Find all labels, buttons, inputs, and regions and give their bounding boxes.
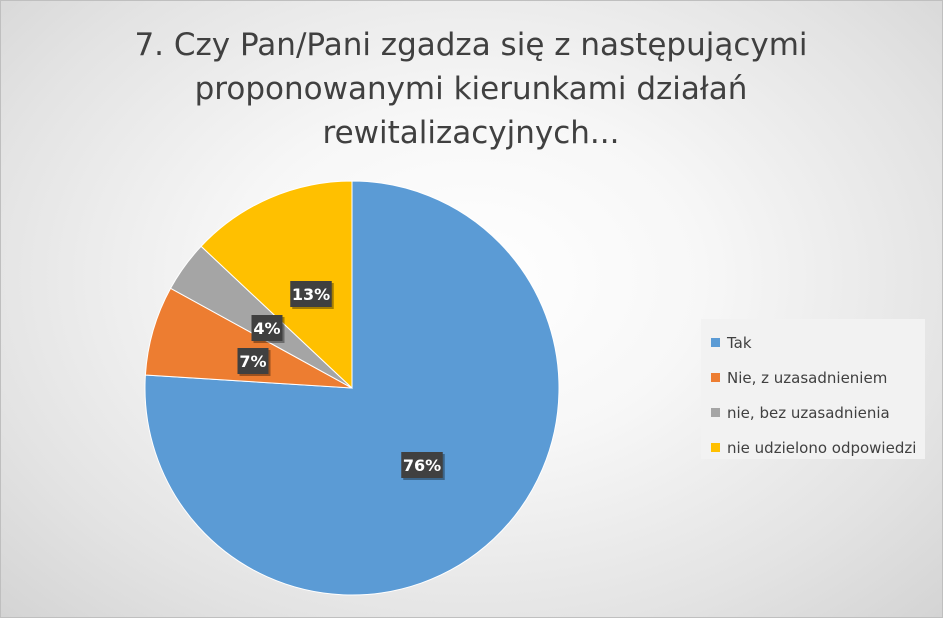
data-label-box [401,452,443,478]
data-label-box [251,315,283,341]
chart-title-line-3: rewitalizacyjnych... [322,115,620,151]
data-label-box [237,348,269,374]
legend-label-tak: Tak [727,333,752,352]
pie-slice-nie-udzielono-odpowiedzi[interactable] [200,180,353,390]
data-label-nie-udzielono-odpowiedzi: 13% [290,281,334,309]
data-label-box [290,281,332,307]
data-label-text: 13% [292,285,330,304]
pie-data-labels: 76% 7% 4% 13% [237,281,445,480]
data-label-text: 7% [239,352,266,371]
pie-slice-tak[interactable] [144,180,560,596]
data-label-nie-bez-uzasadnienia: 4% [251,315,285,343]
legend-swatch-nie-udzielono-odpowiedzi [711,443,720,452]
legend-label-nie-bez-uzasadnienia: nie, bez uzasadnienia [727,403,890,422]
legend: Tak Nie, z uzasadnieniem nie, bez uzasad… [701,319,925,459]
legend-label-nie-udzielono-odpowiedzi: nie udzielono odpowiedzi [727,438,917,457]
data-label-text: 4% [253,319,280,338]
pie-slices [144,180,560,596]
data-label-nie-z-uzasadnieniem: 7% [237,348,271,376]
data-label-tak: 76% [401,452,445,480]
legend-swatch-tak [711,338,720,347]
chart-title: 7. Czy Pan/Pani zgadza się z następujący… [91,23,851,155]
legend-swatch-nie-z-uzasadnieniem [711,373,720,382]
legend-item-nie-udzielono-odpowiedzi[interactable]: nie udzielono odpowiedzi [711,430,925,465]
legend-item-nie-z-uzasadnieniem[interactable]: Nie, z uzasadnieniem [711,360,925,395]
legend-item-tak[interactable]: Tak [711,325,925,360]
data-label-text: 76% [403,456,441,475]
chart-title-line-1: 7. Czy Pan/Pani zgadza się z następujący… [134,27,808,63]
legend-item-nie-bez-uzasadnienia[interactable]: nie, bez uzasadnienia [711,395,925,430]
legend-label-nie-z-uzasadnieniem: Nie, z uzasadnieniem [727,368,888,387]
legend-swatch-nie-bez-uzasadnienia [711,408,720,417]
chart-title-line-2: proponowanymi kierunkami działań [194,71,748,107]
